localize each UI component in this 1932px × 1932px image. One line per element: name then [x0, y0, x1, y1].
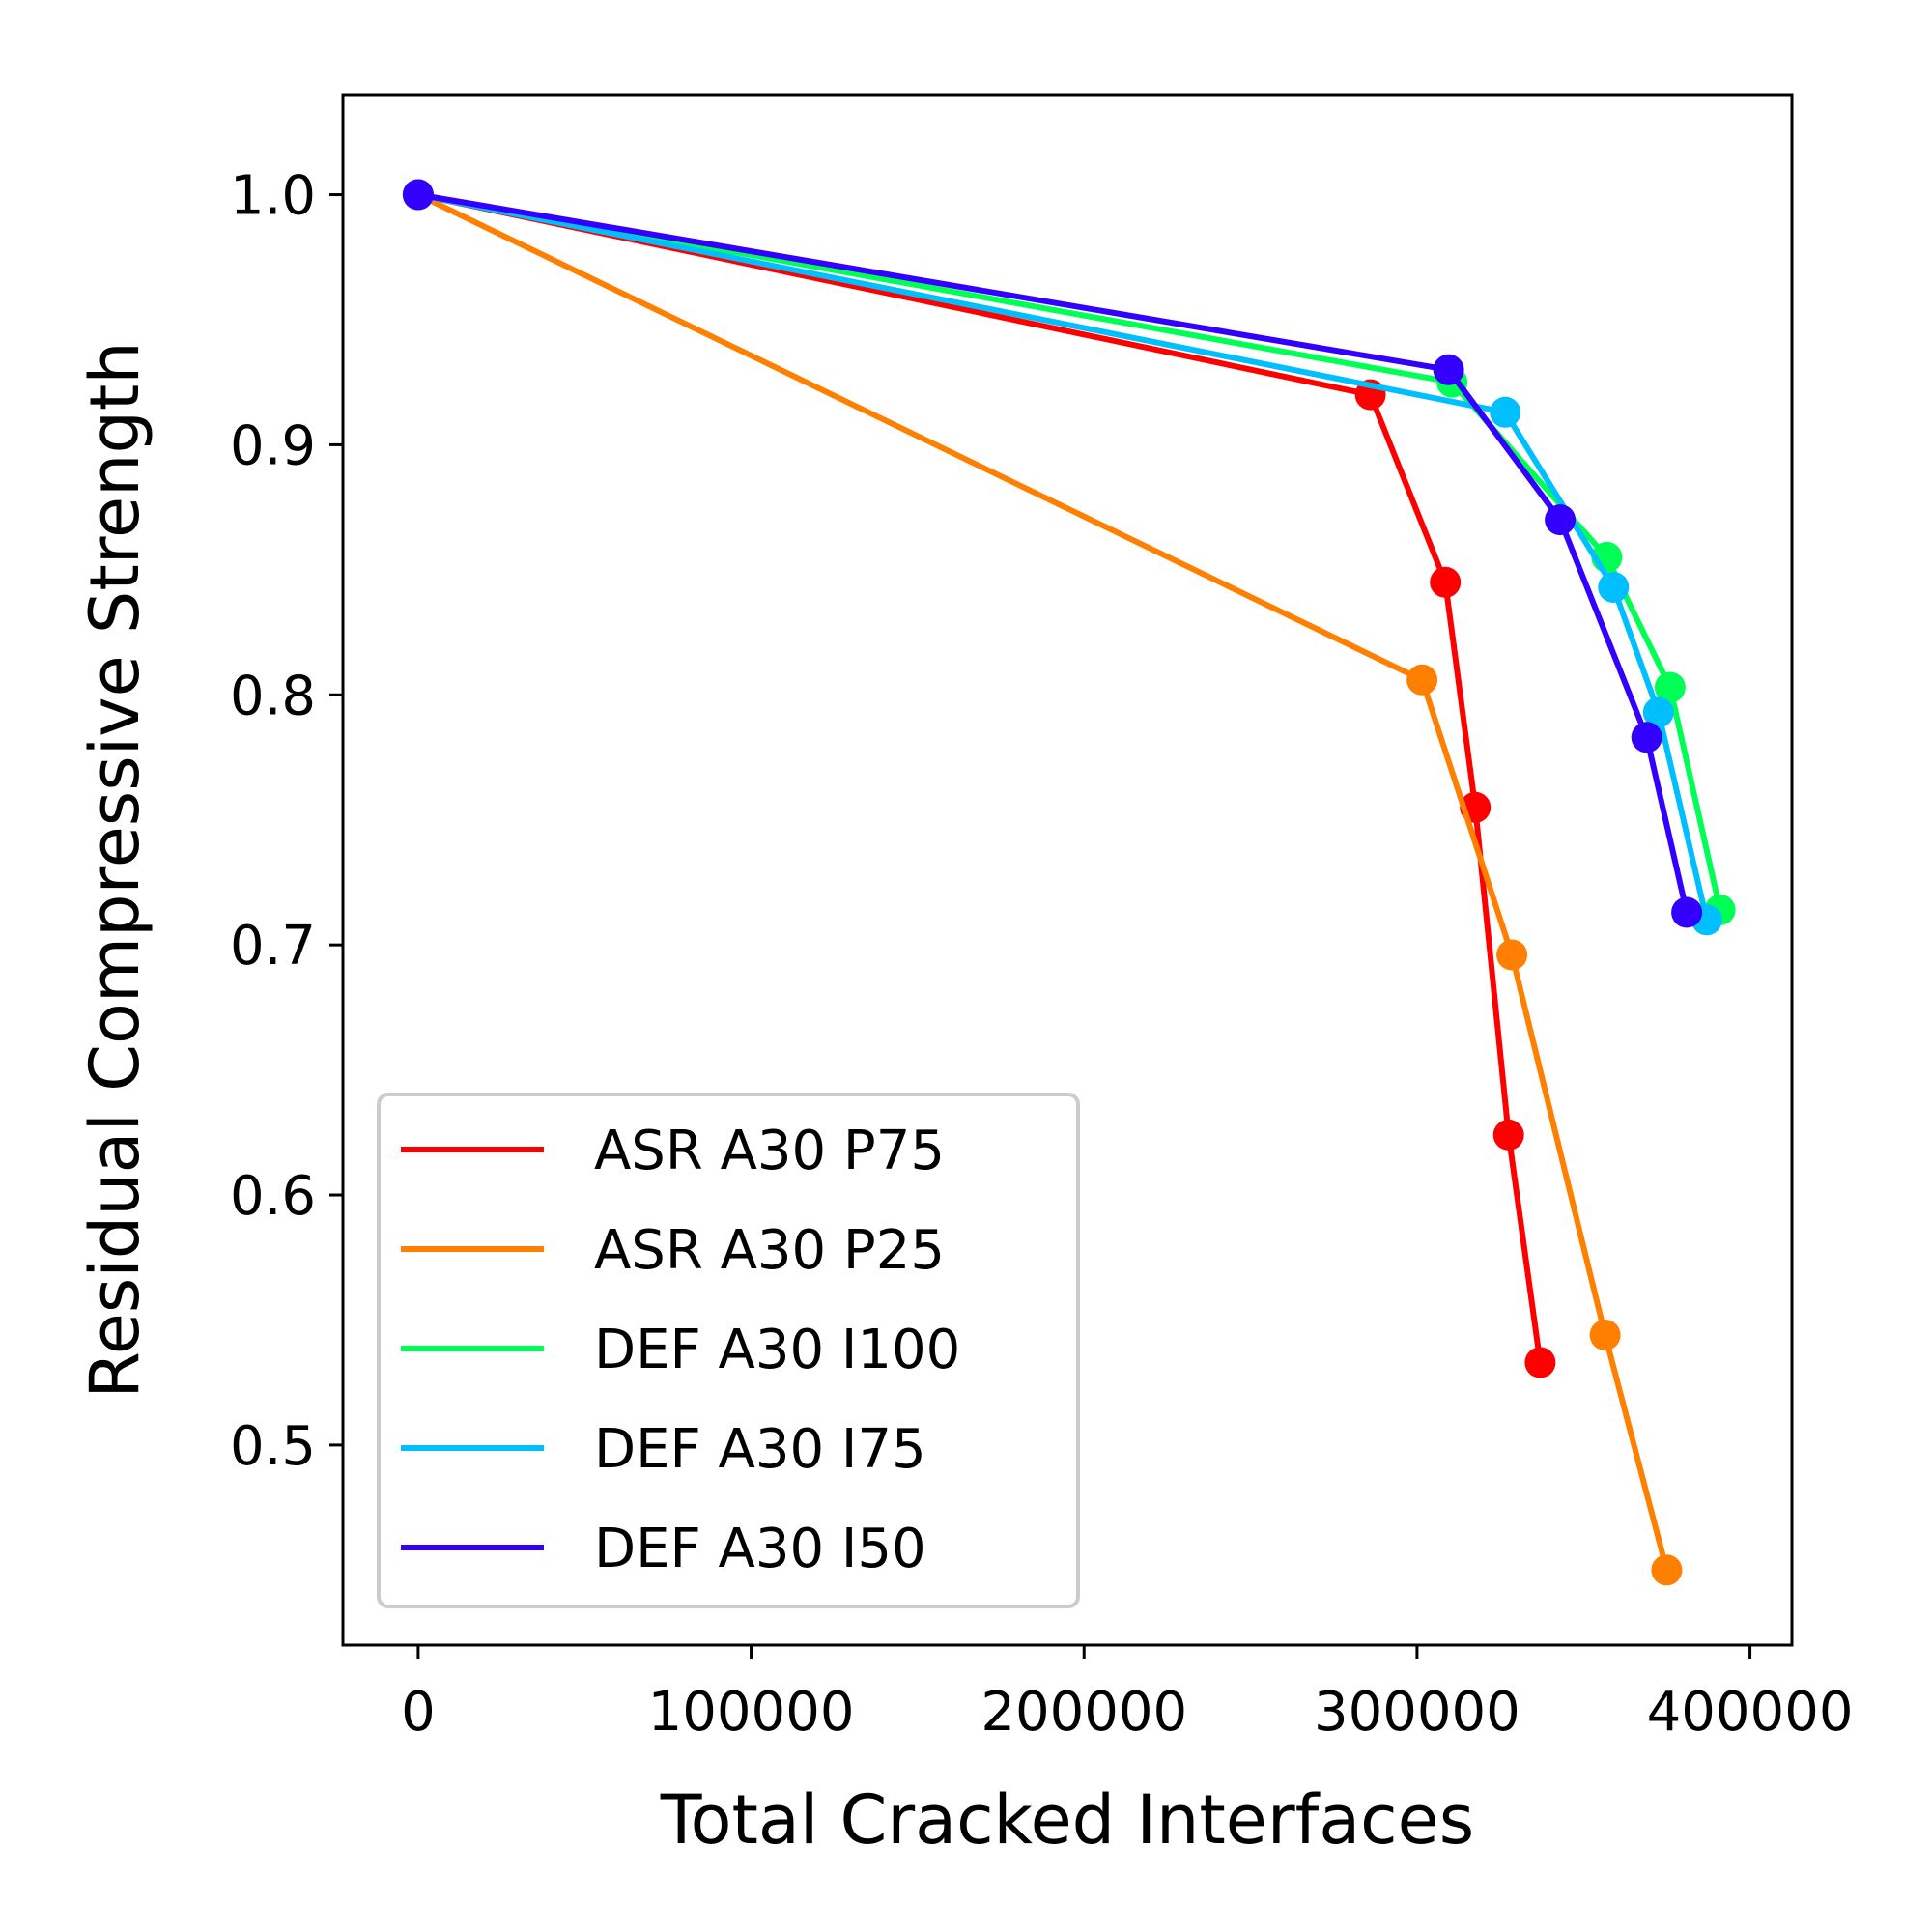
data-point: [1433, 354, 1464, 385]
series-layer: [402, 179, 1736, 1586]
series-line: [417, 191, 1544, 1363]
series-4: [402, 179, 1703, 928]
data-point: [1496, 939, 1528, 971]
x-tick-label: 300000: [1314, 1681, 1520, 1744]
y-tick-label: 0.6: [230, 1165, 316, 1228]
data-point: [1651, 1554, 1683, 1586]
legend-entry: DEF A30 I75: [401, 1418, 926, 1481]
legend-entry: ASR A30 P25: [401, 1219, 945, 1282]
legend-label: DEF A30 I100: [594, 1319, 960, 1381]
data-point: [1524, 1347, 1556, 1378]
legend-entry: DEF A30 I50: [401, 1518, 926, 1580]
plot-area-frame: [341, 93, 1794, 1647]
legend: ASR A30 P75 ASR A30 P25 DEF A30 I100 DEF A3…: [377, 1093, 1080, 1608]
x-tick-label: 400000: [1647, 1681, 1854, 1744]
legend-box: [377, 1093, 1080, 1608]
legend-label: DEF A30 I50: [594, 1518, 926, 1580]
data-point: [1671, 896, 1703, 928]
data-point: [1589, 1320, 1621, 1350]
data-point: [1430, 566, 1462, 598]
data-point: [1492, 1119, 1524, 1151]
data-point: [1490, 396, 1521, 428]
legend-label: ASR A30 P75: [594, 1120, 945, 1182]
y-axis: 0.5 0.6 0.7 0.8 0.9 1.0: [230, 165, 343, 1478]
x-axis: 0 100000 200000 300000 400000: [401, 1645, 1853, 1744]
data-point: [1545, 504, 1577, 536]
y-tick-label: 0.9: [230, 414, 316, 477]
legend-entry: DEF A30 I100: [401, 1319, 960, 1381]
x-tick-label: 100000: [648, 1681, 855, 1744]
data-point: [402, 179, 434, 211]
y-tick-label: 0.7: [230, 915, 316, 978]
y-tick-label: 1.0: [230, 165, 316, 228]
data-point: [1631, 722, 1662, 753]
data-point: [1406, 664, 1438, 696]
data-point: [1654, 671, 1686, 703]
legend-label: DEF A30 I75: [594, 1418, 926, 1481]
y-tick-label: 0.8: [230, 665, 316, 727]
data-point: [1642, 696, 1674, 728]
y-tick-label: 0.5: [230, 1415, 316, 1478]
legend-entry: ASR A30 P75: [401, 1120, 945, 1182]
x-axis-label: Total Cracked Interfaces: [660, 1780, 1474, 1860]
data-point: [1598, 572, 1630, 603]
x-tick-label: 200000: [980, 1681, 1187, 1744]
y-axis-label: Residual Compressive Strength: [75, 341, 155, 1398]
legend-label: ASR A30 P25: [594, 1219, 945, 1282]
x-tick-label: 0: [401, 1681, 436, 1744]
